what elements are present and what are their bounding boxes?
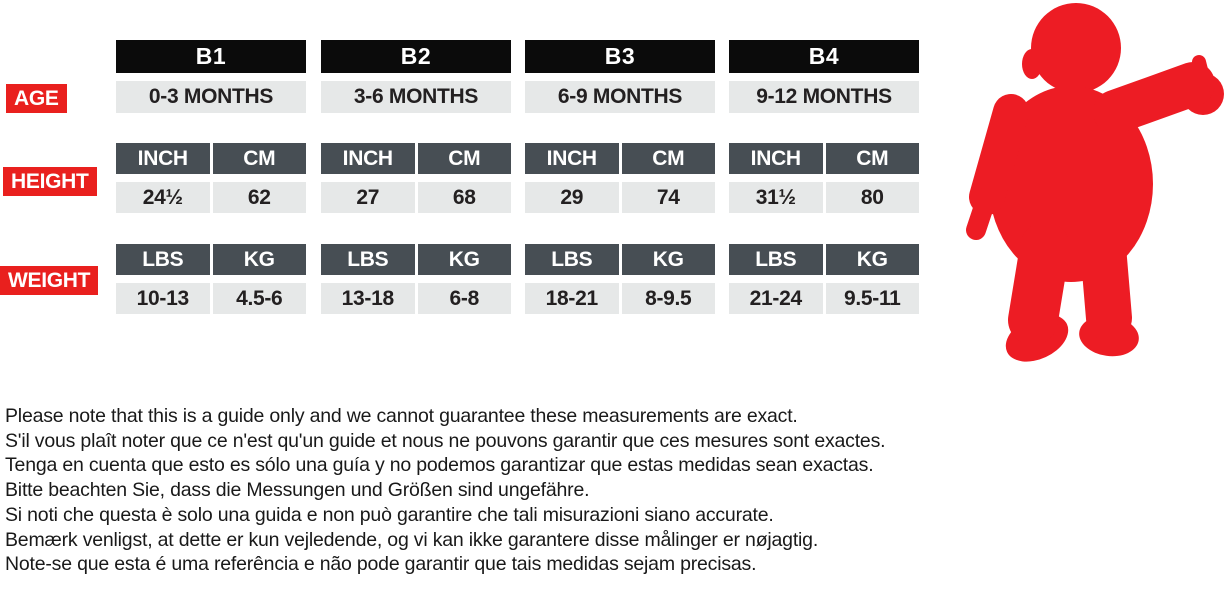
- baby-silhouette-icon: [966, 3, 1224, 362]
- unit-header-lbs: LBS: [321, 244, 415, 275]
- disclaimer-line-da: Bemærk venligst, at dette er kun vejlede…: [5, 528, 819, 551]
- weight-lbs-value: 13-18: [321, 283, 415, 314]
- size-column-b3: B3 6-9 MONTHS INCH CM 29 74 LBS KG 18-21…: [525, 40, 715, 314]
- weight-value-row: 18-21 8-9.5: [525, 283, 715, 314]
- unit-header-cm: CM: [417, 143, 511, 174]
- age-value: 9-12 MONTHS: [729, 81, 919, 113]
- weight-kg-value: 6-8: [417, 283, 511, 314]
- height-inch-value: 27: [321, 182, 415, 213]
- unit-header-inch: INCH: [525, 143, 619, 174]
- height-value-row: 27 68: [321, 182, 511, 213]
- unit-header-inch: INCH: [321, 143, 415, 174]
- row-label-age: AGE: [6, 84, 67, 113]
- weight-kg-value: 8-9.5: [621, 283, 715, 314]
- height-value-row: 31½ 80: [729, 182, 919, 213]
- weight-lbs-value: 18-21: [525, 283, 619, 314]
- unit-header-lbs: LBS: [525, 244, 619, 275]
- size-column-b1: B1 0-3 MONTHS INCH CM 24½ 62 LBS KG 10-1…: [116, 40, 306, 314]
- size-code-header: B1: [116, 40, 306, 73]
- weight-value-row: 13-18 6-8: [321, 283, 511, 314]
- unit-header-kg: KG: [621, 244, 715, 275]
- unit-header-kg: KG: [212, 244, 306, 275]
- disclaimer-line-pt: Note-se que esta é uma referência e não …: [5, 553, 757, 576]
- unit-header-kg: KG: [417, 244, 511, 275]
- height-unit-row: INCH CM: [729, 143, 919, 174]
- weight-unit-row: LBS KG: [116, 244, 306, 275]
- unit-header-kg: KG: [825, 244, 919, 275]
- age-value: 3-6 MONTHS: [321, 81, 511, 113]
- size-code-header: B3: [525, 40, 715, 73]
- weight-unit-row: LBS KG: [321, 244, 511, 275]
- weight-lbs-value: 21-24: [729, 283, 823, 314]
- height-value-row: 29 74: [525, 182, 715, 213]
- disclaimer-line-de: Bitte beachten Sie, dass die Messungen u…: [5, 479, 590, 502]
- weight-kg-value: 4.5-6: [212, 283, 306, 314]
- height-inch-value: 29: [525, 182, 619, 213]
- height-unit-row: INCH CM: [525, 143, 715, 174]
- unit-header-lbs: LBS: [116, 244, 210, 275]
- height-cm-value: 68: [417, 182, 511, 213]
- row-label-weight: WEIGHT: [0, 266, 99, 295]
- disclaimer-text: Please note that this is a guide only an…: [5, 404, 886, 577]
- size-code-header: B4: [729, 40, 919, 73]
- height-cm-value: 74: [621, 182, 715, 213]
- unit-header-cm: CM: [621, 143, 715, 174]
- disclaimer-line-es: Tenga en cuenta que esto es sólo una guí…: [5, 454, 874, 477]
- size-column-b4: B4 9-12 MONTHS INCH CM 31½ 80 LBS KG 21-…: [729, 40, 919, 314]
- weight-kg-value: 9.5-11: [825, 283, 919, 314]
- height-value-row: 24½ 62: [116, 182, 306, 213]
- weight-value-row: 21-24 9.5-11: [729, 283, 919, 314]
- height-unit-row: INCH CM: [116, 143, 306, 174]
- disclaimer-line-fr: S'il vous plaît noter que ce n'est qu'un…: [5, 429, 886, 452]
- age-value: 6-9 MONTHS: [525, 81, 715, 113]
- unit-header-lbs: LBS: [729, 244, 823, 275]
- disclaimer-line-it: Si noti che questa è solo una guida e no…: [5, 503, 774, 526]
- weight-unit-row: LBS KG: [729, 244, 919, 275]
- weight-unit-row: LBS KG: [525, 244, 715, 275]
- weight-lbs-value: 10-13: [116, 283, 210, 314]
- height-unit-row: INCH CM: [321, 143, 511, 174]
- unit-header-cm: CM: [825, 143, 919, 174]
- unit-header-cm: CM: [212, 143, 306, 174]
- size-code-header: B2: [321, 40, 511, 73]
- height-cm-value: 62: [212, 182, 306, 213]
- unit-header-inch: INCH: [729, 143, 823, 174]
- row-label-height: HEIGHT: [3, 167, 97, 196]
- size-column-b2: B2 3-6 MONTHS INCH CM 27 68 LBS KG 13-18…: [321, 40, 511, 314]
- weight-value-row: 10-13 4.5-6: [116, 283, 306, 314]
- age-value: 0-3 MONTHS: [116, 81, 306, 113]
- height-inch-value: 24½: [116, 182, 210, 213]
- unit-header-inch: INCH: [116, 143, 210, 174]
- height-inch-value: 31½: [729, 182, 823, 213]
- disclaimer-line-en: Please note that this is a guide only an…: [5, 405, 798, 427]
- height-cm-value: 80: [825, 182, 919, 213]
